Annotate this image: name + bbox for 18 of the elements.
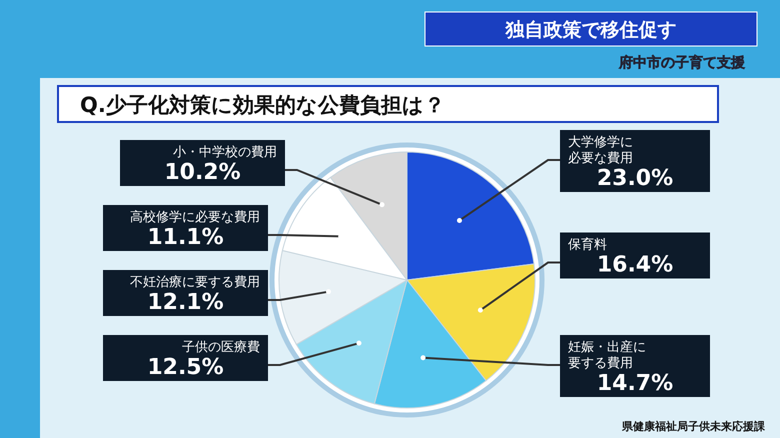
- chart-title: Q.少子化対策に効果的な公費負担は？: [80, 93, 445, 117]
- data-label: 16.4%: [596, 252, 674, 278]
- slice-label: 保育料: [568, 236, 607, 252]
- data-label: 12.5%: [147, 355, 224, 380]
- slice-label: 不妊治療に要する費用: [130, 275, 260, 290]
- text: 県健康福祉局子供未来応援課: [621, 420, 766, 433]
- slice-label: 妊娠・出産に要する費用: [568, 339, 646, 371]
- data-label: 23.0%: [596, 166, 674, 191]
- slice-label: 大学修学に必要な費用: [568, 135, 633, 166]
- data-label: 10.2%: [164, 160, 241, 185]
- text: 府中市の子育て支援: [618, 54, 745, 71]
- slice-label: 子供の医療費: [182, 340, 260, 355]
- data-label: 12.1%: [147, 290, 224, 315]
- slice-label: 小・中学校の費用: [173, 145, 277, 160]
- data-label: 14.7%: [596, 371, 674, 396]
- slice-label: 高校修学に必要な費用: [130, 209, 260, 225]
- text: 独自政策で移住促す: [504, 19, 676, 41]
- data-label: 11.1%: [147, 225, 224, 250]
